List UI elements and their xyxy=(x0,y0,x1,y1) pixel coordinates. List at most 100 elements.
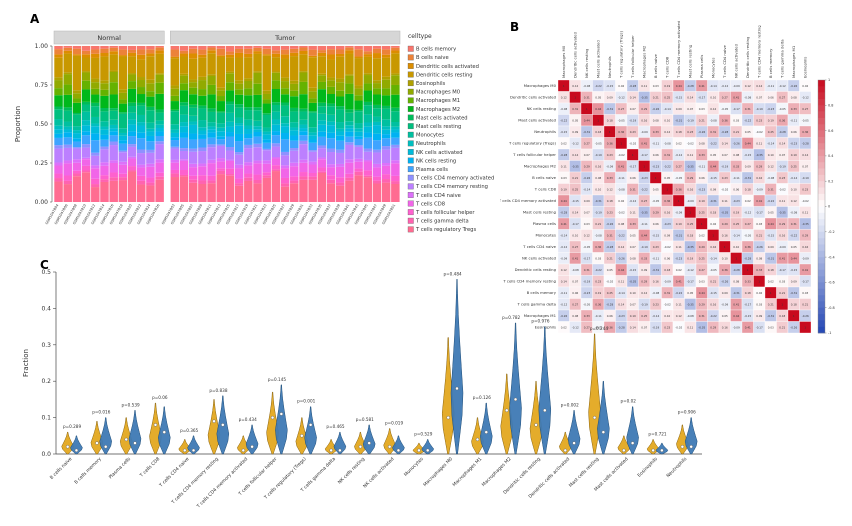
bar-segment xyxy=(118,132,128,136)
bar-segment xyxy=(127,144,137,147)
heatmap-cell-value: -0.14 xyxy=(583,187,590,191)
heatmap-cell-value: 0.23 xyxy=(595,279,601,283)
median-dot xyxy=(133,441,137,445)
bar-segment xyxy=(326,106,336,115)
bar-segment xyxy=(81,159,91,166)
bar-segment xyxy=(54,119,63,126)
colorbar-tick-label: 0.4 xyxy=(828,154,833,158)
bar-segment xyxy=(372,125,382,134)
bar-segment xyxy=(354,175,363,202)
heatmap-cell-value: 0.14 xyxy=(779,141,785,145)
heatmap-cell-value: 1 xyxy=(620,141,622,145)
heatmap-cell-value: 0.11 xyxy=(687,325,693,329)
heatmap-cell-value: 0.31 xyxy=(699,314,705,318)
bar-segment xyxy=(354,49,363,57)
bar-segment xyxy=(225,150,235,160)
heatmap-cell-value: 0.25 xyxy=(641,314,647,318)
bar-segment xyxy=(188,148,198,152)
legend-swatch xyxy=(407,166,414,173)
bar-segment xyxy=(326,121,336,126)
heatmap-cell-value: -0.08 xyxy=(583,84,590,88)
heatmap-cell-value: 0.14 xyxy=(722,141,728,145)
heatmap-cell-value: -0.12 xyxy=(572,141,579,145)
bar-segment xyxy=(280,49,290,55)
heatmap-cell-value: -0.19 xyxy=(641,245,648,249)
bar-segment xyxy=(354,136,363,139)
bar-segment xyxy=(63,137,72,145)
heatmap-cell-value: 0.08 xyxy=(699,141,705,145)
bar-segment xyxy=(100,108,109,112)
bar-segment xyxy=(345,173,354,178)
bar-segment xyxy=(63,184,72,202)
bar-segment xyxy=(225,168,235,175)
heatmap-cell-value: 0.14 xyxy=(802,153,808,157)
bar-segment xyxy=(391,181,400,184)
bar-segment xyxy=(363,132,373,138)
heatmap-cell-value: -0.02 xyxy=(618,153,625,157)
heatmap-cell-value: 0.36 xyxy=(618,130,624,134)
bar-segment xyxy=(308,151,317,162)
bar-segment xyxy=(146,83,155,92)
heatmap-cell-value: 0.05 xyxy=(722,314,728,318)
x-tick-label: T cells CD4 naive xyxy=(158,456,191,489)
heatmap-cell-value: -0.05 xyxy=(652,199,659,203)
bar-segment xyxy=(81,72,91,81)
bar-segment xyxy=(72,141,82,148)
bar-segment xyxy=(146,141,155,150)
heatmap-cell-value: 0.02 xyxy=(756,291,762,295)
bar-segment xyxy=(280,81,290,89)
bar-segment xyxy=(100,179,109,182)
colorbar-step xyxy=(818,155,825,163)
bar-segment xyxy=(244,148,253,163)
bar-segment xyxy=(280,139,290,152)
heatmap-cell-value: 0.07 xyxy=(722,153,728,157)
stacked-bar xyxy=(118,46,128,202)
heatmap-cell-value: 0.25 xyxy=(687,222,693,226)
colorbar-step xyxy=(818,200,825,207)
bar-segment xyxy=(179,102,189,106)
bar-segment xyxy=(262,139,271,143)
median-dot xyxy=(660,448,664,453)
heatmap-cell-value: -0.22 xyxy=(710,314,717,318)
colorbar-step xyxy=(818,162,825,169)
bar-segment xyxy=(280,105,290,117)
bar-segment xyxy=(109,54,118,71)
heatmap-cell-value: 0.44 xyxy=(595,107,601,111)
x-tick-label: Macrophages M2 xyxy=(481,456,513,488)
heatmap-cell-value: 1 xyxy=(586,107,588,111)
bar-segment xyxy=(308,102,317,112)
bar-segment xyxy=(381,79,391,89)
bar-segment xyxy=(271,50,281,54)
heatmap-cell-value: -0.17 xyxy=(802,279,809,283)
heatmap-cell-value: 0.14 xyxy=(618,245,624,249)
bar-segment xyxy=(72,148,82,160)
bar-segment xyxy=(127,46,137,50)
bar-segment xyxy=(299,94,308,109)
heatmap-cell-value: 0.06 xyxy=(653,153,659,157)
bar-segment xyxy=(170,137,180,141)
heatmap-cell-value: 0.25 xyxy=(791,164,797,168)
heatmap-cell-value: 0.11 xyxy=(561,164,567,168)
colorbar: 10.80.60.40.20-0.2-0.4-0.6-0.8-1 xyxy=(817,78,835,335)
median-dot xyxy=(221,423,225,427)
heatmap-cell-value: 0.25 xyxy=(699,256,705,260)
heatmap-cell-value: 0.36 xyxy=(607,325,613,329)
bar-segment xyxy=(188,182,198,202)
bar-segment xyxy=(391,73,400,76)
bar-segment xyxy=(127,156,137,159)
bar-segment xyxy=(118,46,128,50)
heatmap-cell-value: 0.03 xyxy=(733,118,739,122)
heatmap-cell-value: -0.23 xyxy=(583,291,590,295)
heatmap-cell-value: 0.08 xyxy=(618,222,624,226)
heatmap-cell-value: 0.18 xyxy=(779,314,785,318)
heatmap-cell-value: 0.07 xyxy=(687,107,693,111)
heatmap-cell-value: -0.02 xyxy=(721,187,728,191)
heatmap-cell-value: 0.31 xyxy=(710,130,716,134)
bar-segment xyxy=(81,165,91,171)
heatmap-cell-value: -0.19 xyxy=(629,118,636,122)
bar-segment xyxy=(179,83,189,91)
bar-segment xyxy=(381,57,391,77)
bar-segment xyxy=(290,150,299,163)
median-dot xyxy=(308,423,313,427)
bar-segment xyxy=(54,129,63,134)
